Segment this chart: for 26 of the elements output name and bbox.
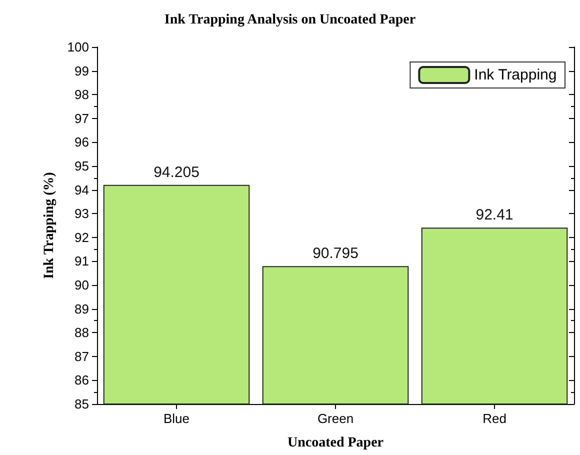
y-tick-label: 100 bbox=[67, 40, 89, 54]
y-tick-label: 99 bbox=[74, 63, 89, 78]
y-tick-label: 97 bbox=[74, 110, 89, 126]
chart-title: Ink Trapping Analysis on Uncoated Paper bbox=[164, 12, 416, 28]
data-label: 94.205 bbox=[154, 164, 200, 181]
y-tick-label: 87 bbox=[74, 348, 89, 364]
y-tick-label: 88 bbox=[74, 325, 89, 340]
y-tick-label: 93 bbox=[74, 206, 89, 222]
y-tick-label: 92 bbox=[74, 230, 89, 245]
y-tick-label: 89 bbox=[74, 301, 89, 316]
x-axis-title: Uncoated Paper bbox=[287, 436, 384, 450]
y-tick-label: 95 bbox=[74, 158, 89, 174]
x-tick-label: Red bbox=[482, 411, 506, 426]
y-tick-label: 91 bbox=[74, 254, 89, 269]
y-axis-title: Ink Trapping (%) bbox=[42, 172, 57, 279]
y-tick-label: 96 bbox=[74, 134, 89, 150]
x-tick-label: Blue bbox=[163, 411, 190, 426]
data-label: 92.41 bbox=[476, 206, 514, 224]
legend-label: Ink Trapping bbox=[474, 66, 557, 84]
y-tick-label: 85 bbox=[74, 396, 89, 412]
y-tick-label: 90 bbox=[74, 278, 89, 292]
y-tick-label: 86 bbox=[74, 372, 89, 388]
x-tick-label: Green bbox=[317, 411, 354, 426]
y-tick-label: 94 bbox=[74, 182, 89, 198]
y-tick-label: 98 bbox=[74, 87, 89, 102]
data-label: 90.795 bbox=[312, 245, 358, 262]
